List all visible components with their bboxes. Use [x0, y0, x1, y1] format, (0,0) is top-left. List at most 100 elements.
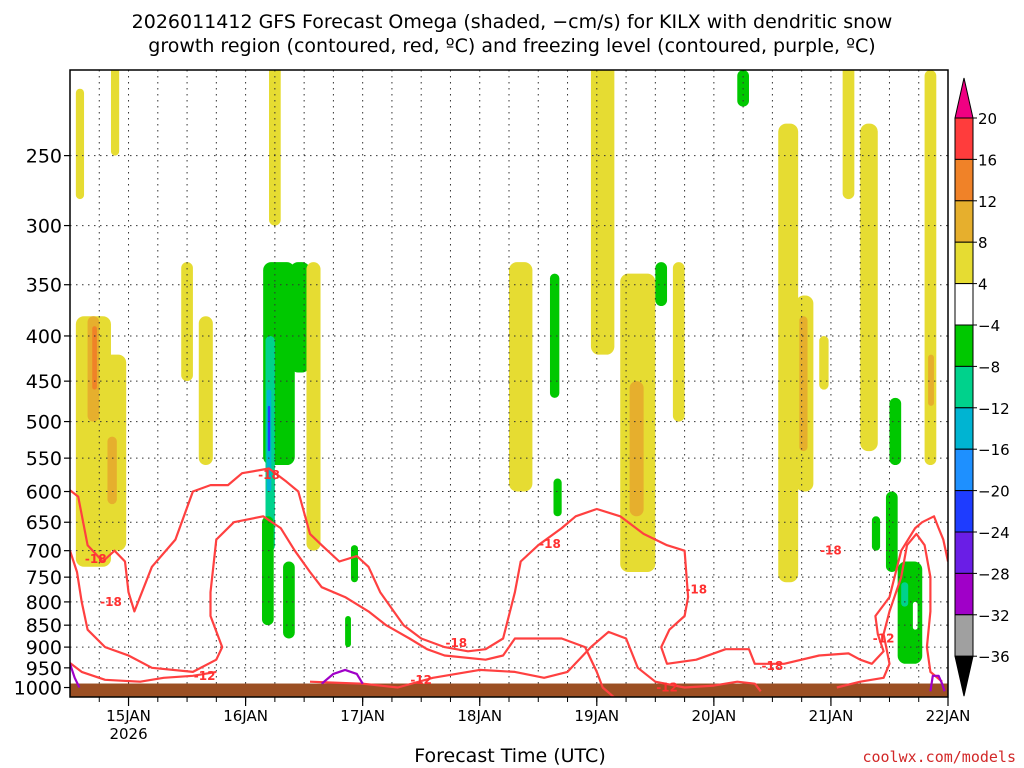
colorbar-label: 16	[978, 151, 997, 169]
contour-line	[70, 467, 948, 665]
omega-shading	[75, 19, 937, 664]
contour-label: -12	[194, 669, 216, 683]
colorbar-label: 8	[978, 234, 988, 252]
colorbar-swatch	[954, 324, 974, 367]
omega-cell	[269, 70, 281, 226]
colorbar-label: −32	[978, 607, 1010, 625]
omega-cell	[110, 70, 120, 156]
y-axis: 2503003504004505005506006507007508008509…	[14, 146, 70, 700]
contours	[70, 467, 948, 697]
omega-cell	[198, 316, 213, 466]
colorbar-swatch	[954, 407, 974, 450]
omega-cell	[261, 516, 274, 626]
omega-cell	[75, 88, 85, 200]
x-axis-label: Forecast Time (UTC)	[414, 745, 605, 767]
omega-cell	[509, 262, 533, 492]
colorbar-bottom-arrow	[954, 655, 974, 697]
x-tick-label: 21JAN	[809, 707, 854, 725]
contour-label: -12	[873, 631, 895, 645]
y-tick-label: 800	[26, 592, 62, 614]
omega-cell	[306, 262, 321, 551]
omega-cell	[819, 335, 829, 390]
title-line-2: growth region (contoured, red, ºC) and f…	[148, 35, 875, 57]
y-tick-label: 900	[26, 637, 62, 659]
x-tick-label: 20JAN	[691, 707, 736, 725]
y-tick-label: 1000	[14, 678, 62, 700]
contour-label: -18	[685, 583, 707, 597]
colorbar-label: −4	[978, 317, 1000, 335]
contour-label: -12	[410, 673, 432, 687]
omega-cell	[290, 262, 310, 373]
y-tick-label: 350	[26, 275, 62, 297]
omega-cell	[590, 70, 615, 355]
contour-line	[70, 663, 81, 688]
omega-cell	[553, 478, 562, 517]
colorbar-swatch	[954, 365, 974, 409]
contour-label: -18	[820, 544, 842, 558]
x-tick-sublabel: 2026	[109, 725, 147, 743]
x-tick-label: 15JAN	[106, 707, 151, 725]
omega-cell	[860, 123, 878, 452]
omega-cell	[655, 262, 668, 307]
omega-cell	[885, 491, 898, 572]
y-tick-label: 650	[26, 512, 62, 534]
omega-cell	[345, 616, 351, 648]
contour-line	[320, 668, 364, 685]
colorbar-swatch	[954, 614, 974, 657]
omega-cell	[267, 405, 271, 452]
y-tick-label: 550	[26, 448, 62, 470]
omega-cell	[871, 516, 881, 551]
y-tick-label: 300	[26, 216, 62, 238]
contour-line	[70, 515, 616, 697]
contour-labels: -18 -18 -18 -18 -18 -18 -18 -12 -12 -12 -12 -18	[85, 468, 895, 694]
omega-cell	[901, 582, 909, 607]
omega-cell	[283, 561, 295, 639]
colorbar-label: 12	[978, 193, 997, 211]
colorbar-label: −20	[978, 483, 1010, 501]
contour-line	[836, 532, 943, 689]
x-tick-label: 17JAN	[340, 707, 385, 725]
omega-cell	[928, 354, 934, 406]
contour-label: -12	[656, 681, 678, 695]
contour-label: -18	[445, 636, 467, 650]
ground-layer	[70, 683, 948, 697]
omega-cell	[75, 316, 111, 567]
y-tick-label: 750	[26, 567, 62, 589]
omega-cell	[889, 397, 902, 466]
y-tick-label: 850	[26, 615, 62, 637]
contour-label: -18	[762, 659, 784, 673]
colorbar-swatch	[954, 241, 974, 285]
y-tick-label: 700	[26, 541, 62, 563]
x-tick-label: 22JAN	[926, 707, 971, 725]
colorbar-swatch	[954, 158, 974, 202]
title-line-1: 2026011412 GFS Forecast Omega (shaded, −…	[132, 11, 893, 33]
contour-line	[309, 630, 762, 692]
omega-cell	[672, 262, 685, 422]
y-tick-label: 400	[26, 326, 62, 348]
colorbar-label: −8	[978, 358, 1000, 376]
contour-label: -18	[85, 552, 107, 566]
omega-cell	[778, 123, 799, 583]
omega-cell	[107, 436, 117, 505]
y-tick-label: 450	[26, 371, 62, 393]
omega-cell	[927, 19, 934, 70]
omega-cell	[629, 381, 644, 517]
x-tick-label: 18JAN	[457, 707, 502, 725]
contour-line	[929, 674, 946, 692]
colorbar-swatch	[954, 117, 974, 160]
contour-label: -18	[539, 537, 561, 551]
colorbar-swatch	[954, 200, 974, 243]
y-tick-label: 500	[26, 412, 62, 434]
credit-text: coolwx.com/models	[862, 748, 1016, 766]
colorbar-swatch	[954, 448, 974, 492]
colorbar-label: −36	[978, 648, 1010, 666]
omega-cell	[842, 70, 855, 200]
colorbar-label: −12	[978, 400, 1010, 418]
contour-label: -18	[258, 468, 280, 482]
omega-cell	[350, 545, 358, 583]
omega-cell	[549, 273, 560, 398]
colorbar-label: −28	[978, 565, 1010, 583]
y-tick-label: 950	[26, 658, 62, 680]
omega-cell	[799, 316, 808, 452]
